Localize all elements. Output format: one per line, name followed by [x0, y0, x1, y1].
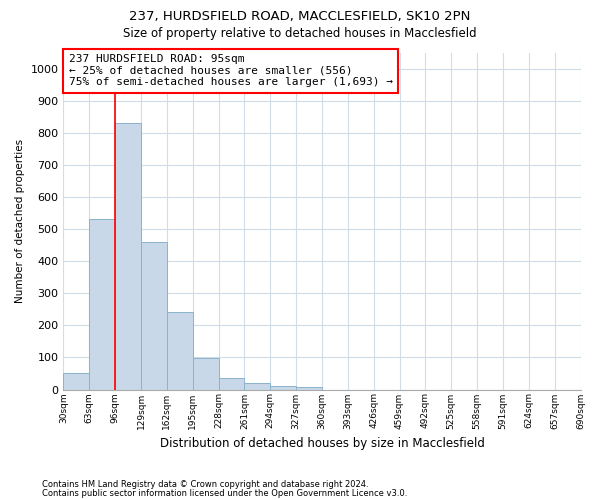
Text: Contains HM Land Registry data © Crown copyright and database right 2024.: Contains HM Land Registry data © Crown c…: [42, 480, 368, 489]
Bar: [244, 383, 270, 390]
Bar: [115, 123, 141, 390]
Text: 237, HURDSFIELD ROAD, MACCLESFIELD, SK10 2PN: 237, HURDSFIELD ROAD, MACCLESFIELD, SK10…: [130, 10, 470, 23]
Bar: [270, 386, 296, 390]
Bar: [193, 358, 218, 390]
Bar: [64, 374, 89, 390]
X-axis label: Distribution of detached houses by size in Macclesfield: Distribution of detached houses by size …: [160, 437, 484, 450]
Bar: [141, 242, 167, 390]
Y-axis label: Number of detached properties: Number of detached properties: [15, 139, 25, 303]
Bar: [296, 387, 322, 390]
Text: Contains public sector information licensed under the Open Government Licence v3: Contains public sector information licen…: [42, 488, 407, 498]
Text: 237 HURDSFIELD ROAD: 95sqm
← 25% of detached houses are smaller (556)
75% of sem: 237 HURDSFIELD ROAD: 95sqm ← 25% of deta…: [68, 54, 392, 88]
Bar: [218, 378, 244, 390]
Text: Size of property relative to detached houses in Macclesfield: Size of property relative to detached ho…: [123, 28, 477, 40]
Bar: [167, 312, 193, 390]
Bar: [89, 220, 115, 390]
